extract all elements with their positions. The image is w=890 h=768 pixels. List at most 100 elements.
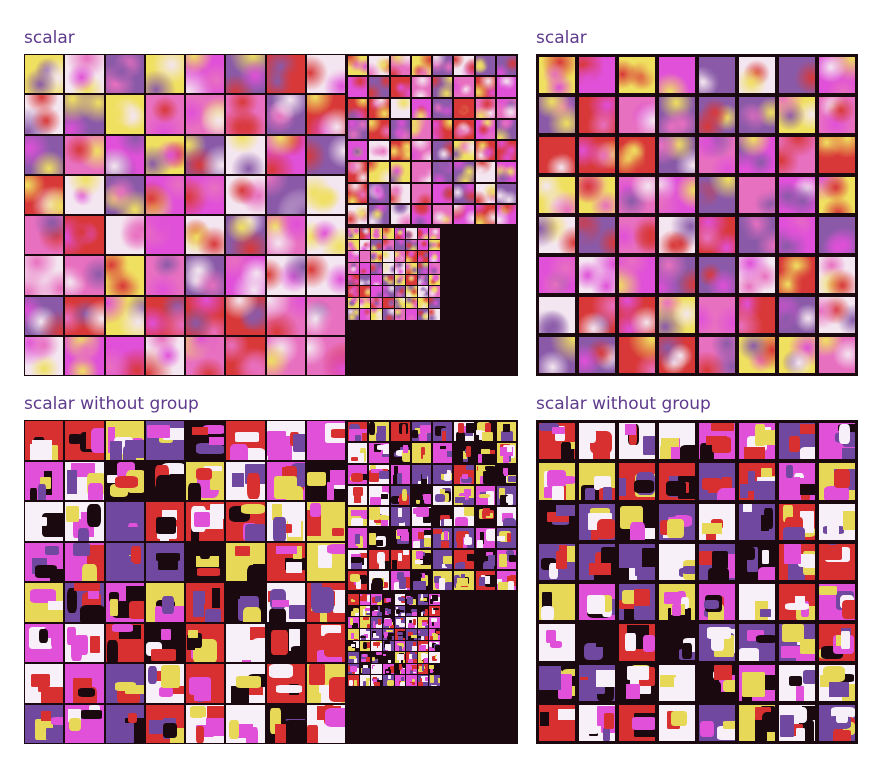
texture-blob <box>744 446 765 460</box>
texture-blob <box>196 467 213 480</box>
texture-tile <box>739 137 775 173</box>
texture-tile <box>348 549 368 569</box>
texture-blob <box>723 679 735 692</box>
texture-tile <box>348 204 368 224</box>
texture-blob <box>442 555 453 564</box>
texture-blob <box>433 607 440 611</box>
texture-tile <box>359 605 371 617</box>
texture-tile <box>65 175 104 214</box>
texture-blob <box>206 717 225 736</box>
texture-blob <box>319 609 328 622</box>
texture-tile <box>369 119 389 139</box>
texture-tile <box>406 228 417 239</box>
texture-blob <box>507 581 514 590</box>
texture-blob <box>402 449 410 462</box>
texture-tile <box>306 542 345 581</box>
texture-tile <box>417 239 429 251</box>
texture-tile <box>417 628 429 640</box>
texture-blob <box>241 503 265 514</box>
texture-blob <box>332 589 345 614</box>
texture-tile <box>619 337 655 373</box>
texture-blob <box>540 605 555 621</box>
texture-tile <box>348 183 368 203</box>
texture-blob <box>417 630 421 634</box>
texture-tile <box>429 274 440 286</box>
texture-tile <box>359 262 371 274</box>
texture-tile <box>475 443 495 463</box>
texture-blob <box>634 566 655 576</box>
texture-blob <box>354 435 362 442</box>
texture-blob <box>369 469 379 482</box>
texture-tile <box>539 257 575 293</box>
texture-blob <box>411 429 418 438</box>
texture-tile <box>779 297 815 333</box>
texture-tile <box>306 704 345 743</box>
texture-blob <box>284 466 297 479</box>
texture-tile <box>266 421 305 460</box>
texture-blob <box>682 717 693 739</box>
texture-blob <box>350 644 355 647</box>
texture-blob <box>359 596 365 601</box>
texture-blob <box>370 464 377 470</box>
texture-blob <box>418 644 426 651</box>
texture-tile <box>659 297 695 333</box>
texture-tile <box>417 309 429 320</box>
texture-blob <box>354 631 359 639</box>
texture-tile <box>306 135 345 174</box>
texture-tile <box>475 77 495 97</box>
texture-blob <box>841 448 855 460</box>
texture-tile <box>819 137 855 173</box>
texture-tile <box>65 95 104 134</box>
texture-blob <box>643 528 655 540</box>
texture-tile <box>226 336 265 375</box>
texture-tile <box>411 422 431 442</box>
texture-blob <box>69 718 81 732</box>
texture-blob <box>45 680 64 692</box>
texture-blob <box>67 469 78 495</box>
texture-tile <box>394 239 406 251</box>
texture-tile <box>348 628 359 640</box>
texture-blob <box>115 476 138 489</box>
texture-blob <box>350 574 360 582</box>
texture-blob <box>377 666 382 675</box>
texture-tile <box>306 421 345 460</box>
texture-blob <box>431 605 438 609</box>
texture-tile <box>348 485 368 505</box>
texture-tile <box>145 704 184 743</box>
texture-blob <box>461 473 469 480</box>
texture-tile <box>454 507 474 527</box>
texture-tile <box>306 216 345 255</box>
texture-blob <box>415 494 423 500</box>
texture-tile <box>454 204 474 224</box>
texture-tile <box>454 141 474 161</box>
texture-blob <box>65 506 79 522</box>
texture-tile <box>145 502 184 541</box>
texture-blob <box>355 534 361 544</box>
texture-blob <box>397 635 403 640</box>
texture-blob <box>502 468 509 476</box>
texture-tile <box>226 175 265 214</box>
texture-tile <box>739 664 775 701</box>
texture-blob <box>619 600 637 610</box>
texture-blob <box>482 508 491 517</box>
texture-blob <box>271 503 282 521</box>
texture-tile <box>382 652 394 663</box>
texture-tile <box>779 217 815 253</box>
texture-blob <box>626 683 640 699</box>
texture-blob <box>380 581 388 588</box>
panel-scalar-single <box>536 54 858 376</box>
texture-tile <box>371 297 382 309</box>
texture-blob <box>584 643 604 660</box>
texture-blob <box>671 710 688 726</box>
texture-tile <box>226 704 265 743</box>
texture-blob <box>710 635 725 652</box>
texture-blob <box>509 574 516 586</box>
texture-tile <box>433 119 453 139</box>
texture-blob <box>506 447 513 452</box>
texture-tile <box>496 56 516 76</box>
texture-tile <box>382 309 394 320</box>
texture-tile <box>186 502 225 541</box>
texture-blob <box>235 545 250 557</box>
texture-tile <box>475 570 495 590</box>
texture-tile <box>539 584 575 621</box>
